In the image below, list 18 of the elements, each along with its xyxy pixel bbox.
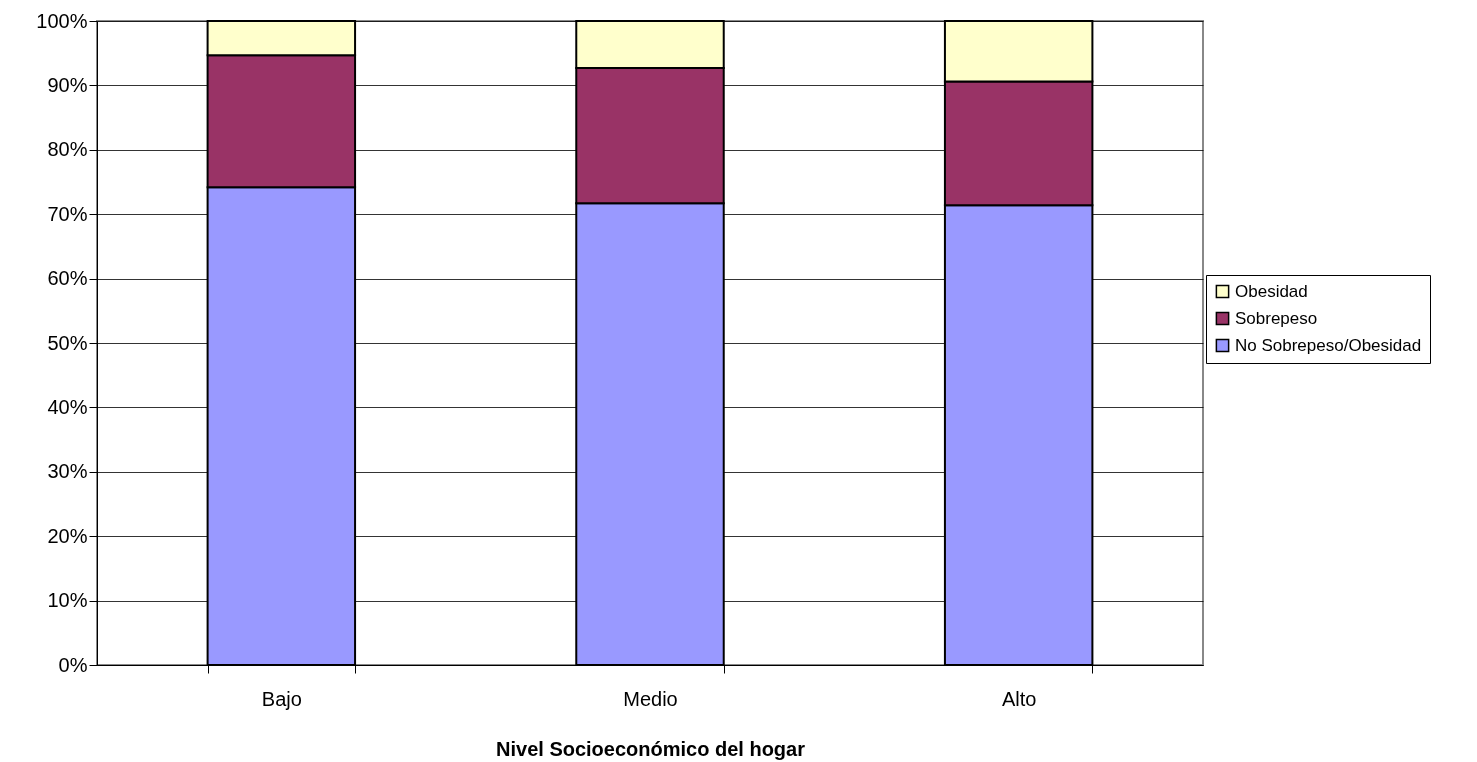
x-tick-label: Bajo	[261, 687, 302, 710]
y-tick-label: 20%	[47, 524, 88, 547]
y-tick-label: 50%	[47, 331, 88, 354]
legend-label: Obesidad	[1235, 281, 1308, 301]
y-tick-label: 70%	[47, 202, 88, 225]
y-tick-label: 0%	[58, 653, 88, 676]
y-tick-label: 10%	[47, 589, 88, 612]
y-tick-label: 80%	[47, 138, 88, 161]
y-tick-label: 60%	[47, 267, 88, 290]
y-tick-label: 30%	[47, 460, 88, 483]
y-tick-label: 100%	[36, 9, 88, 32]
y-tick-label: 90%	[47, 73, 88, 96]
legend-label: Sobrepeso	[1235, 308, 1318, 328]
x-axis-title: Nivel Socioeconómico del hogar	[496, 737, 806, 760]
y-tick-label: 40%	[47, 395, 88, 418]
x-tick-label: Medio	[623, 687, 678, 710]
x-tick-label: Alto	[1001, 687, 1037, 710]
legend-label: No Sobrepeso/Obesidad	[1235, 335, 1422, 355]
